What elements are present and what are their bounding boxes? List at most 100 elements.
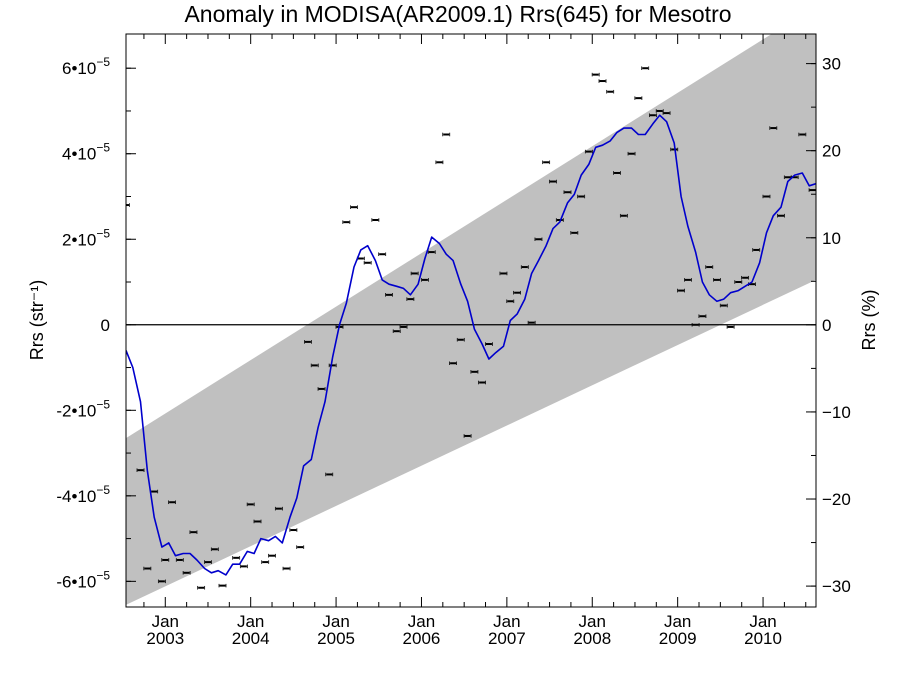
data-point	[478, 380, 487, 385]
data-point	[420, 278, 429, 282]
data-point	[698, 314, 707, 319]
y-right-tick-label: −10	[822, 403, 851, 422]
data-point	[534, 237, 543, 242]
data-point	[513, 290, 522, 295]
data-point	[627, 151, 636, 156]
x-tick-label-year: 2005	[317, 629, 355, 648]
data-point	[210, 547, 219, 552]
y-right-tick-label: −20	[822, 490, 851, 509]
data-point	[282, 566, 291, 571]
data-point	[598, 79, 607, 83]
data-point	[197, 585, 206, 590]
data-point	[808, 188, 816, 192]
x-tick-label-month: Jan	[579, 612, 606, 631]
data-point	[777, 213, 785, 218]
data-point	[253, 519, 262, 524]
y-right-tick-label: 20	[822, 142, 841, 161]
data-point	[392, 329, 401, 333]
data-point	[641, 66, 650, 71]
data-point	[470, 370, 479, 374]
data-point	[549, 179, 557, 184]
data-point	[691, 322, 700, 327]
data-point	[126, 203, 130, 207]
data-point	[427, 250, 436, 254]
y-left-tick-label: 4•10−5	[62, 141, 110, 164]
x-tick-label-month: Jan	[664, 612, 691, 631]
x-tick-label-month: Jan	[408, 612, 435, 631]
data-point	[456, 337, 465, 342]
y-right-tick-label: 30	[822, 55, 841, 74]
data-point	[268, 553, 276, 558]
y-left-tick-label: -2•10−5	[56, 397, 110, 420]
data-point	[157, 579, 166, 584]
data-point	[752, 248, 761, 252]
data-point	[435, 160, 444, 165]
data-point	[378, 252, 387, 257]
y-axis-left-label: Rrs (str⁻¹)	[27, 280, 47, 360]
data-point	[239, 564, 248, 569]
data-point	[449, 361, 457, 366]
x-tick-label-year: 2010	[744, 629, 782, 648]
x-tick-label-year: 2007	[488, 629, 526, 648]
data-point	[246, 502, 255, 507]
plot-frame	[125, 33, 817, 608]
data-point	[762, 194, 771, 199]
data-point	[741, 275, 750, 280]
data-point	[662, 111, 671, 115]
smoothed-series-line	[126, 114, 816, 576]
data-point	[591, 72, 600, 77]
x-tick-label-year: 2006	[403, 629, 441, 648]
data-point	[684, 278, 692, 282]
data-point	[769, 126, 778, 130]
y-left-tick-label: -6•10−5	[56, 568, 110, 591]
data-point	[189, 530, 198, 534]
data-point	[442, 132, 451, 137]
data-point	[317, 387, 326, 391]
data-point	[634, 96, 643, 100]
y-left-tick-label: 2•10−5	[62, 226, 110, 249]
chart-title: Anomaly in MODISA(AR2009.1) Rrs(645) for…	[184, 1, 731, 27]
data-point	[289, 528, 298, 532]
data-point	[175, 558, 184, 562]
y-left-tick-label: 6•10−5	[62, 55, 110, 78]
data-point	[371, 218, 380, 222]
x-tick-label-year: 2004	[232, 629, 270, 648]
data-point	[161, 558, 170, 562]
x-tick-label-month: Jan	[493, 612, 520, 631]
x-tick-label-year: 2009	[659, 629, 697, 648]
data-point	[798, 132, 807, 137]
data-point	[713, 278, 721, 282]
data-point	[719, 303, 728, 308]
data-point	[136, 468, 145, 472]
x-tick-label-month: Jan	[322, 612, 349, 631]
data-point	[527, 320, 536, 325]
data-point	[168, 500, 177, 505]
data-point	[296, 545, 305, 549]
data-point	[204, 560, 212, 564]
y-left-tick-label: 0	[101, 316, 110, 335]
data-point	[520, 265, 529, 269]
x-tick-label-month: Jan	[237, 612, 264, 631]
data-point	[705, 265, 714, 269]
y-right-tick-label: −30	[822, 577, 851, 596]
data-point	[342, 220, 351, 224]
x-tick-label-year: 2008	[573, 629, 611, 648]
data-point	[232, 556, 241, 560]
data-point	[726, 325, 735, 329]
y-right-tick-label: 10	[822, 229, 841, 248]
data-point	[570, 231, 579, 235]
x-tick-label-month: Jan	[749, 612, 776, 631]
data-point	[463, 434, 472, 438]
axes: Jan2003Jan2004Jan2005Jan2006Jan2007Jan20…	[56, 34, 851, 648]
data-point	[274, 506, 283, 511]
data-point	[385, 293, 393, 297]
x-tick-label-year: 2003	[146, 629, 184, 648]
data-point	[303, 340, 312, 344]
data-point	[648, 113, 657, 118]
data-point	[542, 160, 551, 165]
data-point	[410, 271, 419, 276]
y-axis-right-label: Rrs (%)	[859, 290, 879, 351]
data-point	[406, 297, 415, 301]
